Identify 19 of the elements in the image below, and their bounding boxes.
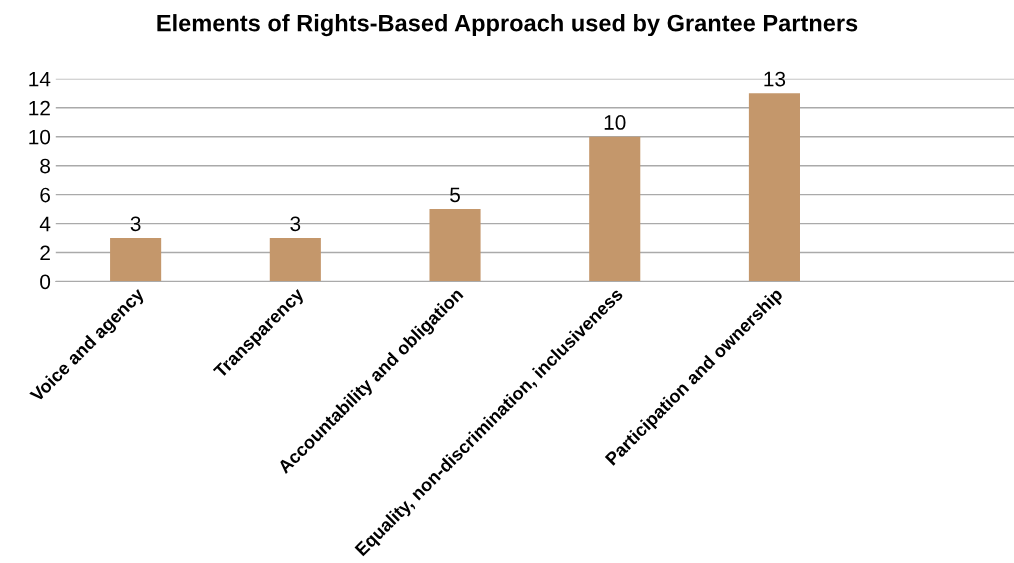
y-tick-label: 12: [29, 100, 50, 116]
y-tick-label: 8: [40, 158, 50, 174]
data-label: 3: [290, 216, 301, 232]
bar: [269, 238, 321, 282]
chart-title: Elements of Rights-Based Approach used by Grantee Partners: [157, 14, 858, 37]
bar: [429, 209, 481, 282]
y-tick-label: 10: [29, 129, 51, 145]
bar: [110, 238, 162, 282]
bar: [589, 136, 641, 282]
bar: [748, 93, 800, 282]
data-label: 3: [130, 216, 141, 232]
data-label: 13: [764, 71, 786, 87]
y-tick-label: 4: [39, 216, 51, 232]
y-tick-label: 0: [40, 274, 51, 290]
data-label: 5: [450, 187, 460, 203]
data-label: 10: [604, 115, 626, 130]
y-tick-label: 6: [40, 187, 50, 203]
y-tick-label: 14: [29, 72, 51, 87]
y-tick-label: 2: [40, 245, 50, 261]
